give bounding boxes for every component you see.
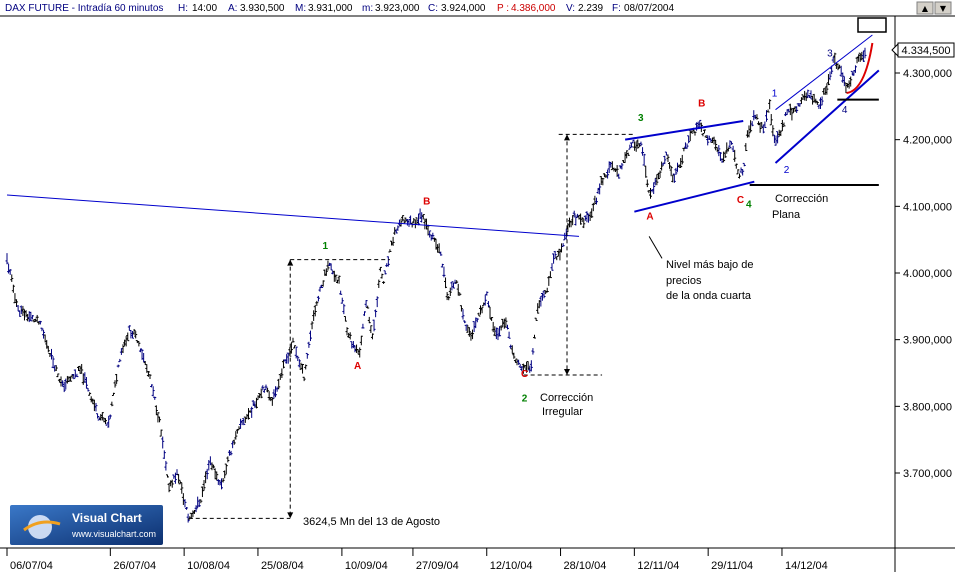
minimum-annotation: 3624,5 Mn del 13 de Agosto bbox=[303, 516, 440, 528]
header-f-value: 08/07/2004 bbox=[624, 3, 674, 14]
y-tick-label: 3.700,000 bbox=[903, 468, 952, 480]
x-tick-label: 14/12/04 bbox=[785, 560, 828, 572]
scroll-down-icon: ▼ bbox=[940, 4, 947, 13]
wave-label: A bbox=[354, 361, 361, 372]
last-price-value: 4.334,500 bbox=[902, 45, 951, 57]
annotation-pointer bbox=[648, 236, 663, 259]
header-h-label: H: bbox=[178, 3, 188, 14]
wave-label: B bbox=[423, 196, 430, 207]
x-tick-label: 27/09/04 bbox=[416, 560, 459, 572]
wave-label: 4 bbox=[842, 105, 848, 116]
visual-chart-logo: Visual Chart www.visualchart.com bbox=[10, 505, 163, 545]
wave-label: 1 bbox=[772, 88, 778, 99]
header-min-value: 3.923,000 bbox=[375, 3, 420, 14]
swoosh-icon bbox=[23, 520, 61, 532]
y-tick-label: 4.100,000 bbox=[903, 201, 952, 213]
header-p-label: P : bbox=[497, 3, 509, 14]
trendline bbox=[6, 194, 580, 237]
header-v-value: 2.239 bbox=[578, 3, 603, 14]
zoom-marker-box[interactable] bbox=[857, 17, 887, 33]
wave-label: C bbox=[521, 369, 528, 380]
wave-label: 4 bbox=[746, 200, 752, 211]
wave-label: 1 bbox=[323, 241, 329, 252]
y-tick-label: 4.000,000 bbox=[903, 268, 952, 280]
header-background bbox=[0, 0, 955, 16]
y-tick-label: 4.300,000 bbox=[903, 68, 952, 80]
bracket-arrow-up bbox=[287, 259, 294, 266]
x-tick-label: 12/10/04 bbox=[490, 560, 533, 572]
header-v-label: V: bbox=[566, 3, 575, 14]
x-axis: 06/07/04 26/07/04 10/08/04 25/08/04 10/09/04… bbox=[6, 548, 828, 572]
y-tick-label: 4.200,000 bbox=[903, 135, 952, 147]
irregular-correction-line2: Irregular bbox=[542, 406, 583, 418]
irregular-correction-line1: Corrección bbox=[540, 392, 593, 404]
scroll-up-button[interactable]: ▲ bbox=[916, 1, 934, 15]
scroll-down-button[interactable]: ▼ bbox=[934, 1, 952, 15]
bracket-arrow-up bbox=[564, 134, 571, 141]
header-min-label: m: bbox=[362, 3, 373, 14]
red-acceleration-curve bbox=[846, 42, 874, 94]
wave-label: 2 bbox=[522, 394, 528, 405]
x-tick-label: 28/10/04 bbox=[564, 560, 607, 572]
x-tick-label: 25/08/04 bbox=[261, 560, 304, 572]
bracket-arrow-down bbox=[287, 512, 294, 519]
price-bars bbox=[5, 47, 867, 523]
trendline bbox=[634, 180, 755, 213]
x-tick-label: 06/07/04 bbox=[10, 560, 53, 572]
header-a-label: A: bbox=[228, 3, 237, 14]
header-symbol: DAX FUTURE - Intradía 60 minutos bbox=[5, 3, 163, 14]
header-c-value: 3.924,000 bbox=[441, 3, 486, 14]
wave-label: A bbox=[646, 212, 653, 223]
bracket-arrow-down bbox=[564, 369, 571, 375]
flat-correction-line2: Plana bbox=[772, 209, 801, 221]
header-m-label: M: bbox=[295, 3, 306, 14]
wave-label: 3 bbox=[827, 48, 833, 59]
chart-drawings bbox=[6, 34, 880, 519]
header-f-label: F: bbox=[612, 3, 621, 14]
header-m-value: 3.931,000 bbox=[308, 3, 353, 14]
header-c-label: C: bbox=[428, 3, 438, 14]
y-tick-label: 3.900,000 bbox=[903, 335, 952, 347]
x-tick-label: 26/07/04 bbox=[113, 560, 156, 572]
lowest-level-line1: Nivel más bajo de bbox=[666, 259, 753, 271]
logo-title: Visual Chart bbox=[72, 511, 142, 525]
chart-header: DAX FUTURE - Intradía 60 minutos H: 14:0… bbox=[0, 0, 955, 16]
flat-correction-line1: Corrección bbox=[775, 193, 828, 205]
header-h-value: 14:00 bbox=[192, 3, 217, 14]
x-tick-label: 12/11/04 bbox=[637, 560, 679, 572]
y-axis: 4.300,000 4.200,000 4.100,000 4.000,000 3.90… bbox=[895, 68, 952, 480]
header-p-value: 4.386,000 bbox=[511, 3, 556, 14]
scroll-up-icon: ▲ bbox=[922, 4, 929, 13]
x-tick-label: 10/08/04 bbox=[187, 560, 230, 572]
wave-label: B bbox=[698, 98, 705, 109]
trendline bbox=[775, 34, 873, 111]
wave-label: C bbox=[737, 195, 744, 206]
trendline bbox=[624, 120, 744, 141]
x-tick-label: 29/11/04 bbox=[711, 560, 753, 572]
trendline bbox=[774, 69, 880, 164]
lowest-level-line2: precios bbox=[666, 275, 702, 287]
wave-label: 2 bbox=[784, 165, 790, 176]
last-price-tag: 4.334,500 bbox=[891, 42, 955, 58]
logo-url: www.visualchart.com bbox=[71, 529, 156, 539]
wave-label: 3 bbox=[638, 113, 644, 124]
x-tick-label: 10/09/04 bbox=[345, 560, 388, 572]
lowest-level-line3: de la onda cuarta bbox=[666, 290, 752, 302]
header-a-value: 3.930,500 bbox=[240, 3, 285, 14]
y-tick-label: 3.800,000 bbox=[903, 401, 952, 413]
